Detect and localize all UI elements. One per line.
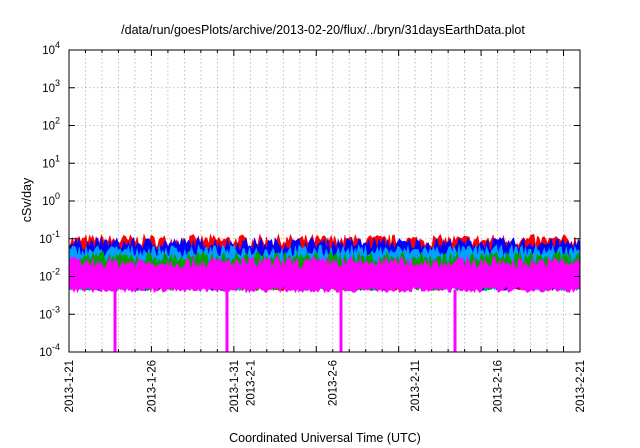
y-tick-label: 104 [42,40,60,57]
x-tick-label: 2013-1-31 [229,360,241,412]
y-ticks: 10-4 10-3 10-2 10-1 100 101 102 103 104 [39,40,580,359]
chart-title: /data/run/goesPlots/archive/2013-02-20/f… [121,23,525,37]
y-tick-label: 101 [42,153,60,170]
dropout-spike-1 [113,289,117,352]
x-axis-label: Coordinated Universal Time (UTC) [229,431,421,445]
y-tick-label: 103 [42,78,60,95]
x-tick-label: 2013-2-21 [575,360,587,412]
grid [69,50,580,352]
y-axis-label: cSv/day [20,177,34,222]
x-tick-label: 2013-1-21 [64,360,76,412]
y-tick-label: 102 [42,116,60,133]
dropout-spike-2 [225,289,229,352]
x-tick-label: 2013-2-11 [410,360,422,412]
x-tick-label: 2013-2-16 [493,360,505,412]
x-ticks: 2013-1-21 2013-1-26 2013-1-31 2013-2-1 2013-… [64,50,587,412]
y-tick-label: 10-2 [39,267,60,284]
y-tick-label: 10-1 [39,229,60,246]
x-tick-label: 2013-1-26 [146,360,158,412]
series-layer [68,233,581,352]
dropout-spike-3 [339,289,343,352]
y-tick-label: 10-4 [39,342,60,359]
y-tick-label: 100 [42,191,60,208]
x-tick-label: 2013-2-6 [328,360,340,406]
y-tick-label: 10-3 [39,304,60,321]
dropout-spike-4 [453,289,457,352]
x-tick-label: 2013-2-1 [245,360,257,406]
